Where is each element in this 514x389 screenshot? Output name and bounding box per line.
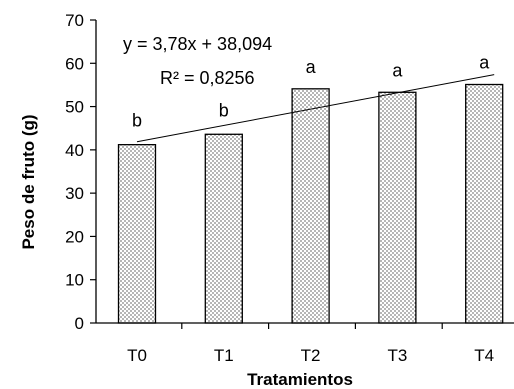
bars	[117, 83, 504, 324]
x-axis-title: Tratamientos	[247, 370, 353, 389]
x-tick-label: T4	[474, 346, 494, 365]
significance-letter: a	[479, 52, 490, 72]
x-tick-label: T0	[127, 346, 147, 365]
y-axis-title: Peso de fruto (g)	[19, 114, 38, 249]
x-tick-label: T3	[387, 346, 407, 365]
y-axis-ticks: 0 10 20 30 40 50 60 70	[65, 11, 96, 333]
x-axis-ticks: T0 T1 T2 T3 T4	[127, 323, 494, 365]
bar-T1	[204, 133, 243, 324]
x-tick-label: T1	[214, 346, 234, 365]
trendline-equation: y = 3,78x + 38,094	[123, 34, 272, 54]
bar-T2	[291, 88, 330, 324]
bar-T0	[117, 144, 157, 324]
y-tick-label: 40	[65, 141, 84, 160]
trendline	[136, 74, 495, 143]
y-tick-label: 70	[65, 11, 84, 30]
y-tick-label: 30	[65, 184, 84, 203]
significance-letter: b	[219, 100, 229, 120]
bar-T3	[378, 91, 417, 324]
significance-letters: b b a a a	[132, 52, 490, 130]
y-tick-label: 0	[75, 314, 84, 333]
y-tick-label: 10	[65, 271, 84, 290]
significance-letter: b	[132, 111, 142, 131]
significance-letter: a	[392, 60, 403, 80]
bar-T4	[465, 83, 504, 324]
trendline-r2: R² = 0,8256	[160, 68, 255, 88]
y-tick-label: 60	[65, 54, 84, 73]
y-tick-label: 50	[65, 98, 84, 117]
significance-letter: a	[306, 57, 317, 77]
y-tick-label: 20	[65, 227, 84, 246]
x-tick-label: T2	[301, 346, 321, 365]
